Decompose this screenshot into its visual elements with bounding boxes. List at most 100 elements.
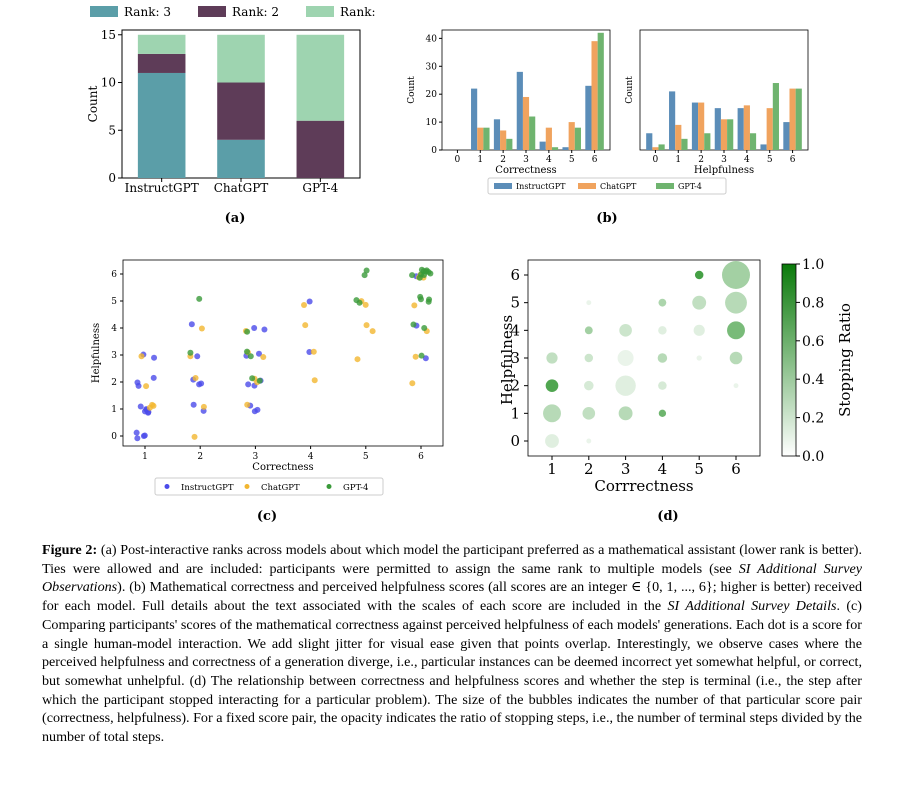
chart-d-plot: 1 2 3 4 5 6 0 1 2 3 4 5 6 Corrrectness Helpfulness	[498, 259, 761, 495]
bar-segment	[296, 120, 345, 178]
panel-label-a: (a)	[225, 211, 246, 226]
bar	[704, 133, 711, 150]
scatter-point	[198, 325, 205, 332]
scatter-point	[190, 401, 197, 408]
scatter-point	[254, 406, 261, 413]
bar	[522, 96, 530, 150]
legend-swatch	[306, 6, 334, 17]
caption-part2: ). (b) Mathematical correctness and perc…	[42, 579, 862, 615]
y-tick-label: 4	[111, 324, 117, 334]
x-tick-label: InstructGPT	[125, 181, 199, 195]
y-tick-label: 20	[426, 90, 438, 100]
bubble	[586, 300, 592, 306]
y-tick-label: 2	[510, 377, 520, 395]
bubble	[725, 291, 747, 314]
bar	[646, 133, 653, 150]
scatter-point	[244, 401, 251, 408]
scatter-point	[409, 380, 416, 387]
chart-c-plot: 1 2 3 4 5 6 0 1 2 3 4 5 6 Correctness Helpfulness	[91, 259, 444, 473]
x-tick-label: GPT-4	[302, 181, 338, 195]
scatter-point	[194, 353, 201, 360]
x-tick-label: 4	[308, 452, 314, 462]
y-tick-label: 0	[111, 432, 117, 442]
y-axis-label: Count	[86, 85, 100, 122]
scatter-point	[362, 301, 369, 308]
bubble	[657, 353, 668, 363]
scatter-point	[421, 325, 428, 332]
scatter-point	[412, 353, 419, 360]
bar	[539, 141, 546, 150]
bar	[597, 32, 604, 151]
legend-label: Rank: 2	[232, 5, 279, 19]
x-tick-label: 2	[197, 452, 203, 462]
x-axis-label: Correctness	[495, 165, 556, 176]
scatter-point	[196, 295, 203, 302]
legend-label: GPT-4	[343, 483, 368, 493]
scatter-point	[188, 321, 195, 328]
bubble	[582, 407, 596, 420]
x-tick-label: 5	[569, 155, 575, 165]
bubble	[584, 380, 594, 391]
scatter-point	[418, 352, 425, 359]
y-tick-label: 4	[510, 321, 520, 339]
bar	[675, 124, 682, 150]
scatter-point	[354, 356, 361, 363]
x-tick-label: 4	[658, 460, 668, 478]
legend-swatch	[494, 183, 512, 189]
y-axis-label: Helpfulness	[498, 315, 516, 405]
y-tick-label: 5	[510, 294, 520, 312]
scatter-point	[425, 298, 432, 305]
scatter-point	[187, 349, 194, 356]
bar	[545, 127, 552, 150]
bar	[720, 119, 728, 150]
scatter-point	[245, 381, 252, 388]
bubble	[543, 404, 561, 423]
legend-label: Rank: 1	[340, 5, 380, 19]
caption-ref2: SI Additional Survey Details	[667, 598, 837, 615]
bubble	[546, 352, 558, 364]
x-axis-label: Correctness	[252, 462, 313, 473]
bar	[562, 147, 569, 150]
x-tick-label: 2	[584, 460, 594, 478]
panel-label-c: (c)	[257, 509, 277, 524]
y-tick-label: 15	[101, 28, 116, 42]
legend-swatch	[656, 183, 674, 189]
x-tick-label: 6	[731, 460, 741, 478]
scatter-point	[311, 377, 318, 384]
chart-d-colorbar: 0.0 0.2 0.4 0.6 0.8 1.0 Stopping Ratio	[781, 257, 854, 465]
bar	[477, 127, 484, 150]
y-tick-label: 10	[426, 118, 438, 128]
bubble	[733, 383, 739, 389]
bar	[669, 91, 676, 150]
x-tick-label: 5	[694, 460, 704, 478]
bar	[551, 147, 559, 150]
legend-label: Rank: 3	[124, 5, 171, 19]
bar	[506, 138, 513, 150]
bubble	[615, 375, 636, 396]
scatter-point	[255, 350, 262, 357]
chart-b-legend: InstructGPT ChatGPT GPT-4	[487, 177, 727, 195]
bubble	[692, 295, 707, 310]
bar	[483, 127, 490, 150]
x-tick-label: 6	[790, 155, 796, 165]
x-axis-label: Helpfulness	[694, 165, 754, 176]
x-tick-label: 2	[698, 155, 704, 165]
bubble	[729, 351, 743, 365]
bar	[743, 105, 750, 150]
chart-b-correctness: 0 10 20 30 40 Count 0 1 2 3 4 5 6 Correctness	[407, 29, 611, 176]
legend-swatch	[90, 6, 118, 17]
bar	[691, 102, 699, 150]
x-tick-label: 1	[477, 155, 483, 165]
bubble	[619, 324, 632, 337]
x-axis-label: Corrrectness	[594, 477, 693, 495]
y-tick-label: 30	[426, 62, 438, 72]
x-tick-label: ChatGPT	[214, 181, 269, 195]
x-tick-label: 4	[744, 155, 750, 165]
y-tick-label: 1	[111, 405, 117, 415]
x-tick-label: 0	[653, 155, 659, 165]
y-axis-label: Count	[625, 76, 635, 104]
scatter-point	[369, 328, 376, 335]
chart-b: 0 10 20 30 40 Count 0 1 2 3 4 5 6 Correctness Count 0 1…	[407, 29, 809, 226]
bar	[493, 119, 501, 150]
bubble	[727, 321, 745, 340]
